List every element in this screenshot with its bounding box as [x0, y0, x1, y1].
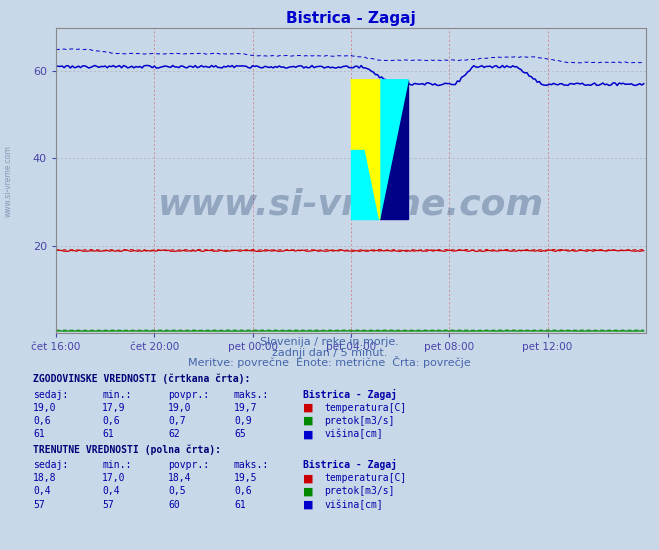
Text: min.:: min.: [102, 460, 132, 470]
Text: ■: ■ [303, 429, 314, 439]
Text: 0,5: 0,5 [168, 486, 186, 497]
Polygon shape [351, 80, 380, 219]
Text: 17,9: 17,9 [102, 403, 126, 413]
Text: temperatura[C]: temperatura[C] [324, 403, 407, 413]
Text: ■: ■ [303, 473, 314, 483]
Text: www.si-vreme.com: www.si-vreme.com [3, 146, 13, 217]
Text: Slovenija / reke in morje.: Slovenija / reke in morje. [260, 337, 399, 348]
Text: 0,6: 0,6 [234, 486, 252, 497]
Text: 19,0: 19,0 [33, 403, 57, 413]
Text: min.:: min.: [102, 389, 132, 400]
Text: Bistrica - Zagaj: Bistrica - Zagaj [303, 459, 397, 470]
Text: povpr.:: povpr.: [168, 389, 209, 400]
Text: 60: 60 [168, 499, 180, 510]
Text: 19,7: 19,7 [234, 403, 258, 413]
Text: 18,8: 18,8 [33, 473, 57, 483]
Text: 0,6: 0,6 [102, 416, 120, 426]
Text: 0,4: 0,4 [33, 486, 51, 497]
Text: pretok[m3/s]: pretok[m3/s] [324, 416, 395, 426]
Text: Bistrica - Zagaj: Bistrica - Zagaj [303, 389, 397, 400]
Title: Bistrica - Zagaj: Bistrica - Zagaj [286, 12, 416, 26]
Text: ■: ■ [303, 416, 314, 426]
Text: 19,0: 19,0 [168, 403, 192, 413]
Text: 0,4: 0,4 [102, 486, 120, 497]
Text: 19,5: 19,5 [234, 473, 258, 483]
Text: 18,4: 18,4 [168, 473, 192, 483]
Text: višina[cm]: višina[cm] [324, 499, 383, 510]
Text: 61: 61 [102, 429, 114, 439]
Text: 65: 65 [234, 429, 246, 439]
Text: 61: 61 [33, 429, 45, 439]
Text: ■: ■ [303, 403, 314, 413]
Text: ■: ■ [303, 486, 314, 497]
Text: 57: 57 [102, 499, 114, 510]
Text: 0,9: 0,9 [234, 416, 252, 426]
Bar [351, 150, 380, 219]
Text: 0,7: 0,7 [168, 416, 186, 426]
Text: 61: 61 [234, 499, 246, 510]
Text: pretok[m3/s]: pretok[m3/s] [324, 486, 395, 497]
Text: TRENUTNE VREDNOSTI (polna črta):: TRENUTNE VREDNOSTI (polna črta): [33, 444, 221, 455]
Bar [380, 80, 409, 219]
Text: zadnji dan / 5 minut.: zadnji dan / 5 minut. [272, 348, 387, 358]
Text: višina[cm]: višina[cm] [324, 429, 383, 439]
Text: 17,0: 17,0 [102, 473, 126, 483]
Bar [351, 80, 380, 150]
Text: sedaj:: sedaj: [33, 460, 68, 470]
Text: 0,6: 0,6 [33, 416, 51, 426]
Text: temperatura[C]: temperatura[C] [324, 473, 407, 483]
Text: maks.:: maks.: [234, 389, 269, 400]
Text: ZGODOVINSKE VREDNOSTI (črtkana črta):: ZGODOVINSKE VREDNOSTI (črtkana črta): [33, 374, 250, 384]
Text: 57: 57 [33, 499, 45, 510]
Text: 62: 62 [168, 429, 180, 439]
Text: www.si-vreme.com: www.si-vreme.com [158, 188, 544, 222]
Text: maks.:: maks.: [234, 460, 269, 470]
Text: ■: ■ [303, 499, 314, 510]
Polygon shape [380, 80, 409, 219]
Text: Meritve: povrečne  Enote: metrične  Črta: povrečje: Meritve: povrečne Enote: metrične Črta: … [188, 356, 471, 369]
Text: povpr.:: povpr.: [168, 460, 209, 470]
Text: sedaj:: sedaj: [33, 389, 68, 400]
